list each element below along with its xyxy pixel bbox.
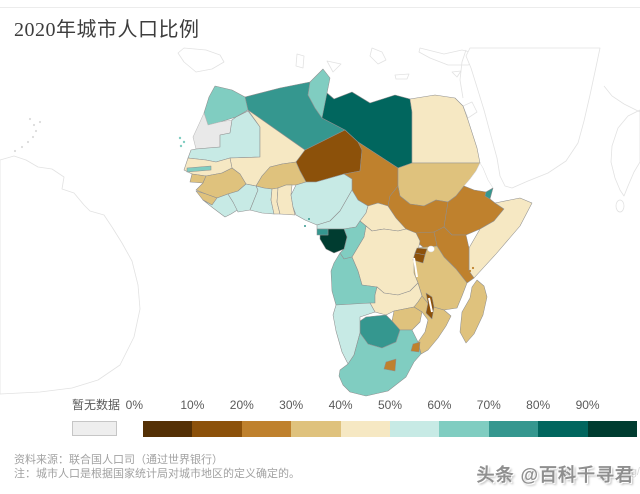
lake-line-1 <box>428 297 433 313</box>
legend-bin-10-20%[interactable] <box>192 421 242 437</box>
top-border-line <box>0 7 640 8</box>
legend-bin-40-50%[interactable] <box>340 421 390 437</box>
legend-no-data: 暂无数据 <box>72 398 120 436</box>
source-line: 资料来源：联合国人口司（通过世界银行） <box>14 454 223 466</box>
legend-tick-10%: 10% <box>180 398 205 412</box>
legend-tick-20%: 20% <box>229 398 254 412</box>
legend-tick-60%: 60% <box>427 398 452 412</box>
background-landmass-3 <box>326 60 342 73</box>
background-landmass-0 <box>0 155 141 395</box>
watermark: 头条 @百科千寻君 <box>476 465 634 485</box>
background-landmass-7 <box>451 70 462 78</box>
background-island-dot-0 <box>28 117 32 121</box>
country-morocco[interactable] <box>203 85 249 126</box>
country-cape-verde-2[interactable] <box>179 144 183 148</box>
background-landmass-9 <box>465 47 601 189</box>
legend-bin-70-80%[interactable] <box>488 421 539 437</box>
country-lesotho[interactable] <box>383 358 397 372</box>
legend-bin-20-30%[interactable] <box>241 421 292 437</box>
country-gambia[interactable] <box>186 165 212 173</box>
legend-tick-50%: 50% <box>377 398 403 412</box>
legend-tick-70%: 70% <box>476 398 501 412</box>
country-comoros-2[interactable] <box>471 266 475 270</box>
background-landmass-4 <box>369 47 387 65</box>
legend-color-scale: 0% 10% 20% 30% 40% 50% 60% 70% 80% 90% <box>126 398 637 438</box>
background-island-dot-7 <box>38 120 42 124</box>
country-egypt[interactable] <box>409 94 481 164</box>
legend-tick-90%: 90% <box>575 398 600 412</box>
background-island-dot-5 <box>20 145 24 149</box>
note-line: 注：城市人口是根据国家统计局对城市地区的定义确定的。 <box>14 468 300 480</box>
background-landmass-1 <box>177 47 225 73</box>
legend-bin-90-100%[interactable] <box>587 421 637 437</box>
country-south-africa[interactable] <box>338 329 422 397</box>
legend-bin-80-90%[interactable] <box>538 421 588 437</box>
background-coastline-1 <box>603 85 640 113</box>
lake-line-0 <box>413 257 418 278</box>
country-burundi[interactable] <box>412 252 426 264</box>
lake-0 <box>427 245 435 253</box>
legend-no-data-label: 暂无数据 <box>72 398 121 412</box>
background-landmass-8 <box>462 101 478 119</box>
legend-bin-0-10%[interactable] <box>143 421 193 437</box>
background-island-0 <box>615 199 625 213</box>
country-cape-verde-0[interactable] <box>178 136 182 140</box>
legend-color-bar <box>143 421 637 437</box>
country-comoros-1[interactable] <box>468 269 472 273</box>
country-mozambique[interactable] <box>413 295 452 355</box>
url-fragment-text: rg/ <box>627 466 640 478</box>
country-cape-verde-1[interactable] <box>182 140 186 144</box>
background-landmass-5 <box>394 73 410 80</box>
legend-tick-80%: 80% <box>526 398 551 412</box>
legend-tick-30%: 30% <box>279 398 304 412</box>
legend-tick-40%: 40% <box>328 398 353 412</box>
country-comoros-0[interactable] <box>464 266 468 270</box>
background-island-dot-6 <box>13 149 17 153</box>
country-madagascar[interactable] <box>459 279 488 344</box>
country-sao-tome-and-principe-1[interactable] <box>304 225 306 227</box>
legend-no-data-swatch[interactable] <box>72 421 117 436</box>
country-sao-tome-and-principe-0[interactable] <box>308 218 310 220</box>
page-title: 2020年城市人口比例 <box>14 19 200 41</box>
legend-bin-60-70%[interactable] <box>439 421 489 437</box>
background-island-dot-3 <box>31 135 35 139</box>
background-landmass-10 <box>610 109 640 197</box>
background-landmass-2 <box>295 53 305 69</box>
country-equatorial-guinea[interactable] <box>316 228 329 236</box>
background-island-dot-2 <box>34 129 38 133</box>
legend-bin-50-60%[interactable] <box>389 421 440 437</box>
background-island-dot-1 <box>32 123 36 127</box>
map-legend: 暂无数据 0% 10% 20% 30% 40% 50% 60% 70% 80% 90% <box>0 398 640 440</box>
country-djibouti[interactable] <box>484 187 494 200</box>
legend-bin-30-40%[interactable] <box>291 421 341 437</box>
country-eswatini[interactable] <box>410 341 421 353</box>
background-coastline-0 <box>459 49 467 99</box>
country-ghana[interactable] <box>249 185 275 215</box>
background-island-dot-4 <box>26 140 30 144</box>
legend-tick-0%: 0% <box>125 398 143 412</box>
